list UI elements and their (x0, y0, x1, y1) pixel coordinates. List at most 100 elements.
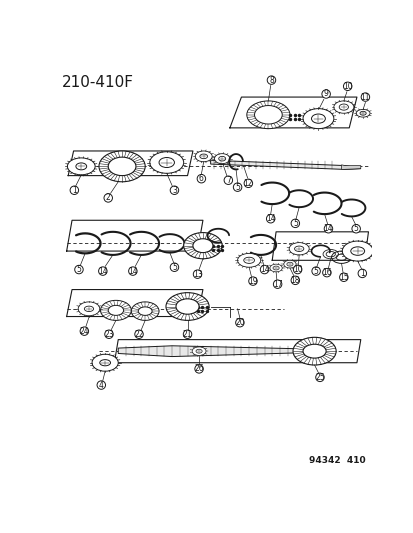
Text: 19: 19 (247, 277, 257, 286)
Circle shape (360, 93, 369, 101)
Text: 1: 1 (359, 269, 364, 278)
Ellipse shape (350, 247, 364, 255)
Text: 24: 24 (79, 327, 89, 336)
Ellipse shape (214, 154, 229, 164)
Ellipse shape (342, 241, 372, 261)
Text: 10: 10 (342, 82, 351, 91)
Text: 2: 2 (106, 193, 110, 203)
Ellipse shape (283, 260, 295, 268)
Text: 16: 16 (321, 268, 331, 277)
Circle shape (266, 214, 274, 223)
Ellipse shape (183, 232, 222, 259)
Polygon shape (118, 346, 302, 357)
Text: 13: 13 (192, 270, 202, 279)
Ellipse shape (195, 151, 212, 161)
Circle shape (135, 330, 143, 338)
Ellipse shape (294, 246, 303, 252)
Text: 17: 17 (272, 280, 282, 289)
Text: 14: 14 (128, 266, 138, 276)
Ellipse shape (92, 354, 118, 371)
Text: 210-410F: 210-410F (62, 75, 134, 90)
Ellipse shape (131, 302, 159, 320)
Text: 11: 11 (360, 93, 369, 102)
Circle shape (266, 76, 275, 84)
Ellipse shape (195, 349, 202, 353)
Text: 14: 14 (265, 214, 275, 223)
Circle shape (321, 90, 330, 98)
Circle shape (322, 269, 330, 277)
Circle shape (235, 318, 244, 327)
Text: 8: 8 (268, 76, 273, 85)
Circle shape (233, 183, 241, 191)
Text: 5: 5 (235, 183, 240, 192)
Ellipse shape (333, 101, 353, 113)
Ellipse shape (67, 158, 95, 175)
Circle shape (290, 276, 299, 285)
Ellipse shape (150, 152, 183, 173)
Circle shape (223, 176, 232, 184)
Circle shape (193, 270, 201, 278)
Text: 5: 5 (76, 265, 81, 274)
Ellipse shape (269, 264, 282, 272)
Ellipse shape (302, 344, 325, 358)
Circle shape (80, 327, 88, 335)
Circle shape (70, 186, 78, 195)
Text: 9: 9 (323, 90, 328, 99)
Ellipse shape (355, 109, 369, 117)
Text: 14: 14 (259, 265, 269, 274)
Circle shape (244, 179, 252, 188)
Ellipse shape (159, 158, 174, 167)
Ellipse shape (218, 156, 225, 161)
Circle shape (104, 193, 112, 202)
Circle shape (197, 174, 205, 183)
Ellipse shape (176, 299, 199, 314)
Text: 26: 26 (194, 365, 204, 374)
Circle shape (357, 269, 366, 278)
Ellipse shape (199, 154, 207, 159)
Ellipse shape (272, 266, 278, 270)
Text: 6: 6 (199, 174, 203, 183)
Text: 94342  410: 94342 410 (308, 456, 365, 465)
Ellipse shape (192, 239, 212, 253)
Circle shape (311, 267, 320, 276)
Ellipse shape (99, 151, 145, 182)
Text: 23: 23 (104, 330, 114, 339)
Circle shape (293, 265, 301, 274)
Ellipse shape (338, 104, 348, 110)
Ellipse shape (76, 163, 86, 170)
Text: 22: 22 (134, 330, 143, 339)
Ellipse shape (286, 262, 292, 266)
Circle shape (339, 273, 347, 281)
Ellipse shape (138, 307, 152, 316)
Circle shape (343, 82, 351, 91)
Polygon shape (341, 165, 360, 169)
Circle shape (128, 267, 137, 276)
Circle shape (351, 224, 360, 233)
Text: 10: 10 (292, 265, 302, 274)
Circle shape (104, 330, 113, 338)
Text: 5: 5 (171, 263, 176, 272)
Ellipse shape (359, 111, 365, 115)
Ellipse shape (166, 293, 209, 320)
Circle shape (290, 219, 299, 228)
Ellipse shape (78, 302, 100, 316)
Text: 3: 3 (171, 185, 176, 195)
Text: 7: 7 (225, 176, 230, 185)
Ellipse shape (254, 106, 282, 124)
Circle shape (195, 365, 203, 373)
Circle shape (183, 330, 191, 338)
Circle shape (260, 265, 268, 274)
Circle shape (170, 263, 178, 271)
Text: 1: 1 (72, 185, 76, 195)
Polygon shape (210, 160, 360, 169)
Circle shape (273, 280, 281, 288)
Text: 5: 5 (313, 266, 318, 276)
Ellipse shape (292, 337, 335, 365)
Circle shape (98, 267, 107, 276)
Circle shape (248, 277, 256, 285)
Text: 21: 21 (183, 330, 192, 339)
Text: 5: 5 (292, 219, 297, 228)
Ellipse shape (84, 306, 93, 311)
Text: 12: 12 (243, 179, 252, 188)
Ellipse shape (100, 360, 110, 366)
